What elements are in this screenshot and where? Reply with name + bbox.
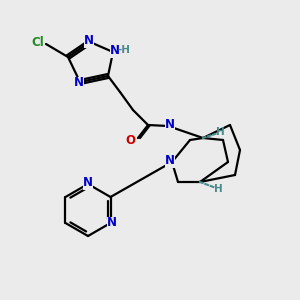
- Text: Cl: Cl: [32, 35, 44, 49]
- Text: H: H: [216, 127, 224, 137]
- Text: N: N: [84, 34, 94, 47]
- Text: N: N: [83, 176, 93, 190]
- Text: N: N: [74, 76, 84, 89]
- Text: N: N: [106, 217, 116, 230]
- Text: -H: -H: [118, 45, 130, 55]
- Text: H: H: [214, 184, 222, 194]
- Text: N: N: [165, 154, 175, 167]
- Text: O: O: [125, 134, 135, 146]
- Text: N: N: [110, 44, 120, 58]
- Text: N: N: [165, 118, 175, 131]
